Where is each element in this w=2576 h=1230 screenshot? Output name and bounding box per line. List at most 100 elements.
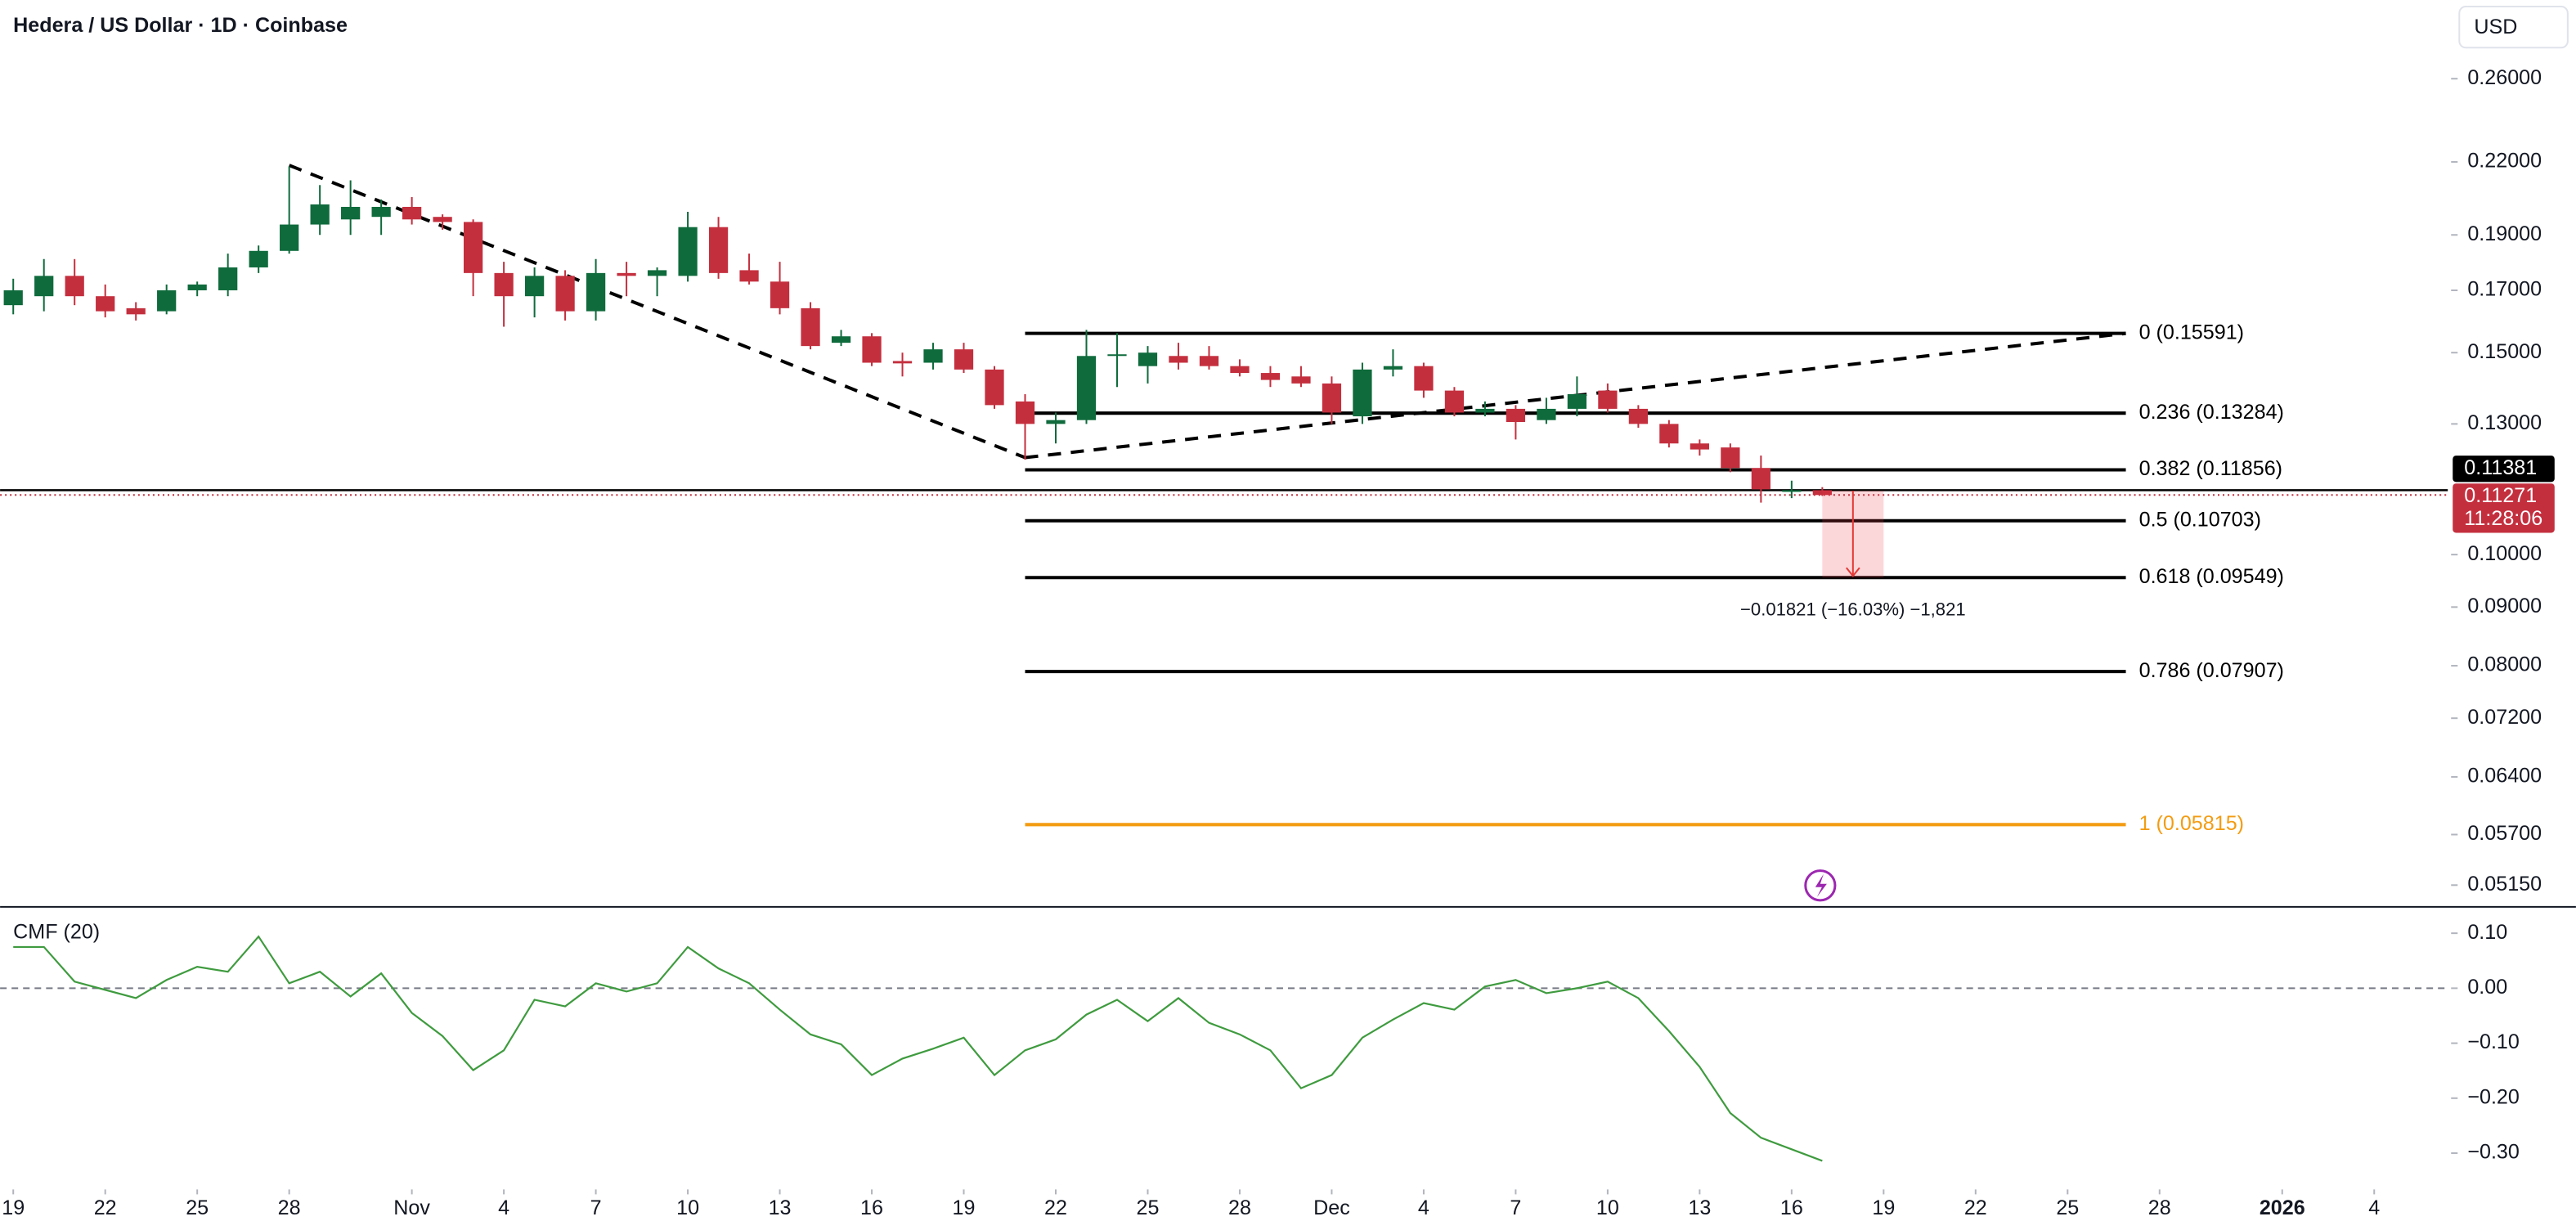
candle-body [862,336,882,363]
indicator-title: CMF (20) [13,921,100,944]
x-tick-label: 16 [860,1196,883,1219]
candle-body [463,222,483,273]
countdown: 11:28:06 [2464,507,2542,530]
trendline [288,164,1026,460]
x-tick-label: 10 [676,1196,699,1219]
y-tick-label: −0.10 [2467,1030,2520,1053]
x-tick-label: 28 [1228,1196,1251,1219]
currency-button[interactable] [2458,6,2569,49]
candle-body [524,276,545,297]
candle-body [801,308,820,347]
candle-body [1414,366,1434,391]
y-tick-label: 0.10000 [2467,542,2542,565]
last-close-tag [2453,456,2555,483]
y-tick-label: 0.00 [2467,976,2507,999]
y-tick-label: 0.22000 [2467,150,2542,173]
x-tick-label: 19 [953,1196,976,1219]
x-tick-label: 22 [1964,1196,1987,1219]
x-tick-label: 25 [2056,1196,2079,1219]
candle-body [1322,383,1342,413]
x-tick-label: 16 [1780,1196,1803,1219]
candle-body [1690,443,1709,450]
fib-label: 0 (0.15591) [2139,321,2244,343]
currency-label[interactable]: USD [2474,16,2517,38]
x-tick-label: 28 [278,1196,301,1219]
candle-body [1076,356,1097,420]
x-tick-label: 4 [1418,1196,1429,1219]
x-tick-label: 4 [498,1196,509,1219]
fib-label: 0.5 (0.10703) [2139,508,2261,531]
candle-body [494,272,514,297]
last-close-label: 0.11381 [2464,456,2537,479]
y-tick-label: 0.13000 [2467,411,2542,434]
fib-label: 1 (0.05815) [2139,812,2244,835]
x-tick-label: Nov [393,1196,430,1219]
x-tick-label: 22 [94,1196,117,1219]
y-tick-label: 0.15000 [2467,340,2542,363]
fib-label: 0.236 (0.13284) [2139,401,2284,424]
candle-body [1628,408,1649,424]
candle-body [1230,366,1250,374]
candle-body [1169,356,1188,363]
last-price-tag [2453,483,2555,533]
candle-body [708,227,729,273]
lightning [1815,873,1827,897]
candle-body [310,204,330,225]
y-tick-label: 0.09000 [2467,595,2542,617]
candle-body [1199,356,1219,366]
fib-label: 0.618 (0.09549) [2139,565,2284,588]
x-tick-label: 7 [1510,1196,1521,1219]
x-tick-label: 2026 [2260,1196,2305,1219]
x-tick-label: 25 [186,1196,209,1219]
x-tick-label: 7 [590,1196,602,1219]
candle-body [249,250,268,267]
y-tick-label: 0.19000 [2467,222,2542,245]
fib-label: 0.786 (0.07907) [2139,659,2284,682]
candle-body [1721,447,1740,469]
candle-body [555,276,575,312]
x-tick-label: 4 [2368,1196,2380,1219]
last-price-label: 0.11271 [2464,484,2537,507]
candle-body [433,217,452,222]
candle-body [96,296,115,312]
candle-body [1138,352,1158,366]
y-tick-label: 0.26000 [2467,66,2542,89]
candle-body [1812,490,1832,496]
candle-body [892,361,913,364]
candle-body [831,336,851,343]
candle-body [1107,354,1127,357]
candle-body [1046,420,1066,424]
x-tick-label: 25 [1137,1196,1160,1219]
x-tick-label: 19 [2,1196,25,1219]
candle-body [1751,468,1770,490]
candle-body [770,281,790,308]
candle-body [1015,401,1035,424]
candle-body [1353,369,1372,417]
x-tick-label: 28 [2148,1196,2171,1219]
candle-body [647,270,667,276]
y-tick-label: 0.07200 [2467,706,2542,729]
measure-label: −0.01821 (−16.03%) −1,821 [1740,599,1966,619]
measure-arrowhead [1846,567,1860,577]
y-tick-label: 0.06400 [2467,765,2542,788]
candle-body [617,272,636,276]
candle-body [1567,393,1587,409]
y-tick-label: 0.05700 [2467,822,2542,845]
candle-body [1444,390,1465,413]
y-tick-label: 0.10 [2467,921,2507,944]
candle-body [1782,490,1802,492]
x-tick-label: 13 [769,1196,792,1219]
x-tick-label: 13 [1688,1196,1711,1219]
y-tick-label: −0.20 [2467,1085,2520,1108]
x-tick-label: 10 [1596,1196,1619,1219]
candle-body [341,206,361,220]
candle-body [3,290,23,306]
y-tick-label: −0.30 [2467,1141,2520,1164]
candle-body [1475,408,1495,413]
candle-body [1598,390,1618,409]
x-tick-label: 22 [1044,1196,1067,1219]
candle-body [1659,424,1679,444]
candle-body [218,267,238,290]
